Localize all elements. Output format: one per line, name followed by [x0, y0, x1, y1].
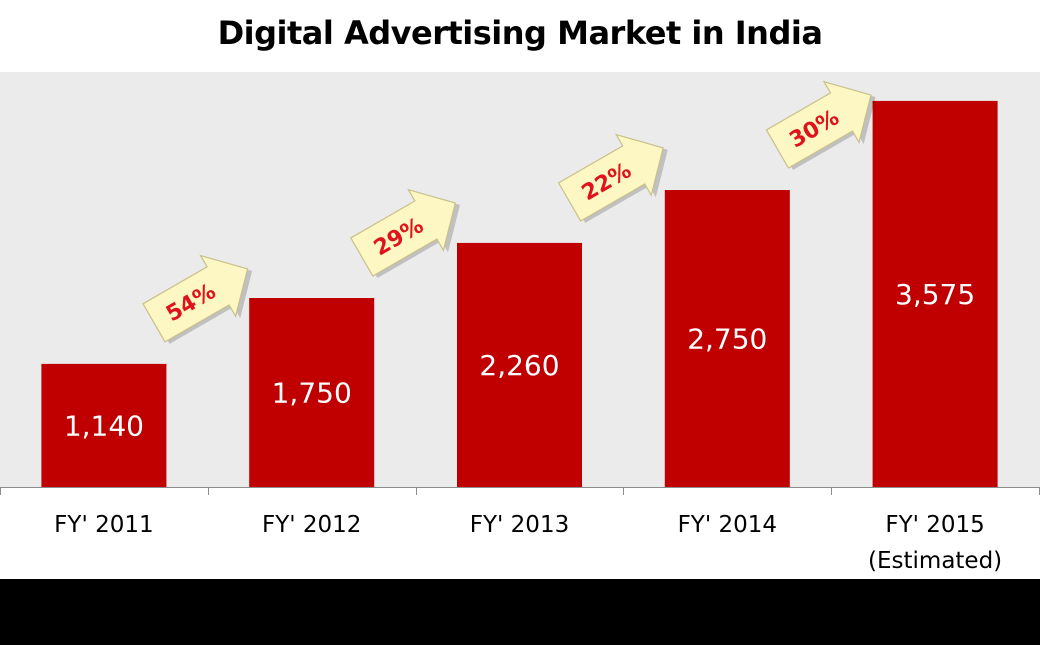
- growth-arrow-shape: [557, 133, 664, 222]
- chart-title: Digital Advertising Market in India: [217, 14, 823, 52]
- title-band: Digital Advertising Market in India: [0, 0, 1040, 72]
- growth-arrow-shape: [142, 254, 249, 343]
- bar: [457, 242, 582, 487]
- bar-value-label: 1,140: [64, 409, 144, 442]
- x-tick-label: FY' 2011: [54, 512, 153, 538]
- growth-arrow: 22%: [557, 133, 668, 223]
- x-tick-label: FY' 2015: [885, 512, 984, 538]
- bar: [872, 100, 998, 488]
- x-tick-label: FY' 2012: [262, 512, 361, 538]
- growth-arrow: 30%: [765, 80, 876, 171]
- bar: [249, 298, 375, 487]
- growth-arrow-shape: [765, 80, 872, 169]
- bar: [41, 363, 167, 487]
- bar-value-label: 2,260: [479, 349, 559, 382]
- bar-value-label: 3,575: [895, 278, 975, 311]
- bar: [664, 190, 790, 487]
- x-tick-label: FY' 2013: [470, 512, 569, 538]
- bar-value-label: 1,750: [272, 377, 352, 410]
- bar-value-label: 2,750: [687, 323, 767, 356]
- growth-arrow: 54%: [142, 254, 253, 344]
- growth-arrow-shape: [350, 188, 457, 277]
- x-tick-label: FY' 2014: [678, 512, 777, 538]
- x-tick-label: (Estimated): [868, 548, 1002, 574]
- growth-arrow: 29%: [350, 188, 460, 279]
- category-label-area: [0, 487, 1040, 579]
